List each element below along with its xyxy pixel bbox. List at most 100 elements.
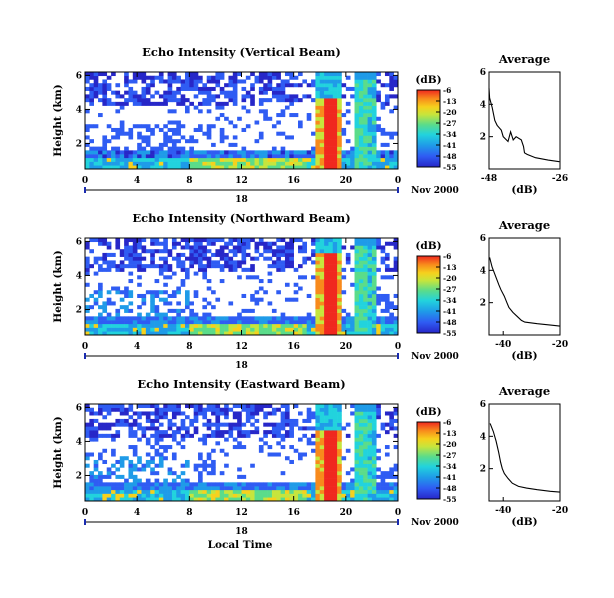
heatmap-cell [102,267,108,272]
heatmap-cell [85,297,90,302]
heatmap-cell [271,426,277,431]
heatmap-cell [89,331,94,336]
heatmap-cell [241,165,247,170]
heatmap-cell [298,331,303,336]
heatmap-cell [119,422,125,427]
heatmap-cell [128,422,134,427]
heatmap-cell [250,308,255,313]
heatmap-cell [363,301,368,306]
heatmap-cell [202,154,208,159]
heatmap-cell [158,411,164,416]
heatmap-cell [276,482,281,487]
heatmap-cell [363,433,368,438]
heatmap-cell [276,489,281,494]
heatmap-cell [271,146,277,151]
heatmap-cell [102,256,108,261]
heatmap-cell [137,478,142,483]
heatmap-cell [293,267,299,272]
heatmap-cell [245,161,251,166]
heatmap-cell [358,293,364,298]
heatmap-cell [232,101,238,106]
heatmap-cell [93,260,99,265]
heatmap-cell [167,497,173,502]
heatmap-cell [367,116,373,121]
heatmap-cell [376,407,381,412]
heatmap-cell [284,320,290,325]
heatmap-cell [250,411,255,416]
heatmap-cell [206,98,212,103]
heatmap-cell [115,83,121,88]
heatmap-cell [202,90,208,95]
heatmap-cell [363,456,368,461]
heatmap-cell [380,471,386,476]
heatmap-cell [341,127,347,132]
heatmap-cell [228,150,234,155]
heatmap-cell [371,94,377,99]
heatmap-cell [311,131,316,136]
heatmap-cell [250,83,255,88]
heatmap-cell [354,497,360,502]
heatmap-cell [263,327,268,332]
heatmap-cell [211,75,216,80]
heatmap-cell [141,94,147,99]
heatmap-cell [93,83,99,88]
heatmap-cell [189,497,194,502]
heatmap-cell [137,327,142,332]
heatmap-cell [389,471,394,476]
heatmap-cell [232,150,238,155]
heatmap-cell [241,293,247,298]
heatmap-cell [89,493,94,498]
heatmap-cell [380,478,386,483]
heatmap-cell [176,157,181,162]
heatmap-cell [124,264,129,269]
heatmap-cell [85,241,90,246]
heatmap-cell [158,312,164,317]
heatmap-cell [163,98,168,103]
heatmap-cell [267,98,273,103]
heatmap-cell [167,293,173,298]
heatmap-cell [111,286,116,291]
heatmap-cell [324,478,329,483]
heatmap-cell [154,264,160,269]
heatmap-cell [363,474,368,479]
heatmap-cell [258,323,264,328]
heatmap-cell [371,150,377,155]
heatmap-cell [115,482,121,487]
heatmap-cell [150,497,155,502]
heatmap-cell [298,452,303,457]
heatmap-cell [189,256,194,261]
heatmap-cell [393,320,399,325]
heatmap-cell [345,422,351,427]
heatmap-cell [111,497,116,502]
heatmap-cell [337,320,342,325]
heatmap-cell [111,252,116,257]
heatmap-cell [224,101,229,106]
heatmap-cell [345,448,351,453]
heatmap-cell [315,264,321,269]
heatmap-cell [241,486,247,491]
heatmap-cell [276,86,281,91]
heatmap-cell [158,79,164,84]
heatmap-cell [332,312,338,317]
heatmap-cell [367,478,373,483]
heatmap-cell [176,290,181,295]
heatmap-cell [193,430,199,435]
heatmap-cell [363,471,368,476]
heatmap-cell [211,238,216,243]
heatmap-cell [337,165,342,170]
heatmap-cell [215,497,221,502]
heatmap-cell [124,249,129,254]
heatmap-cell [163,131,168,136]
heatmap-cell [254,407,260,412]
heatmap-cell [315,404,321,409]
heatmap-cell [393,327,399,332]
heatmap-cell [328,422,334,427]
heatmap-cell [384,72,390,77]
heatmap-cell [289,98,294,103]
heatmap-cell [193,486,199,491]
heatmap-cell [219,154,225,159]
heatmap-cell [354,452,360,457]
heatmap-cell [354,241,360,246]
heatmap-cell [341,131,347,136]
heatmap-cell [189,323,194,328]
